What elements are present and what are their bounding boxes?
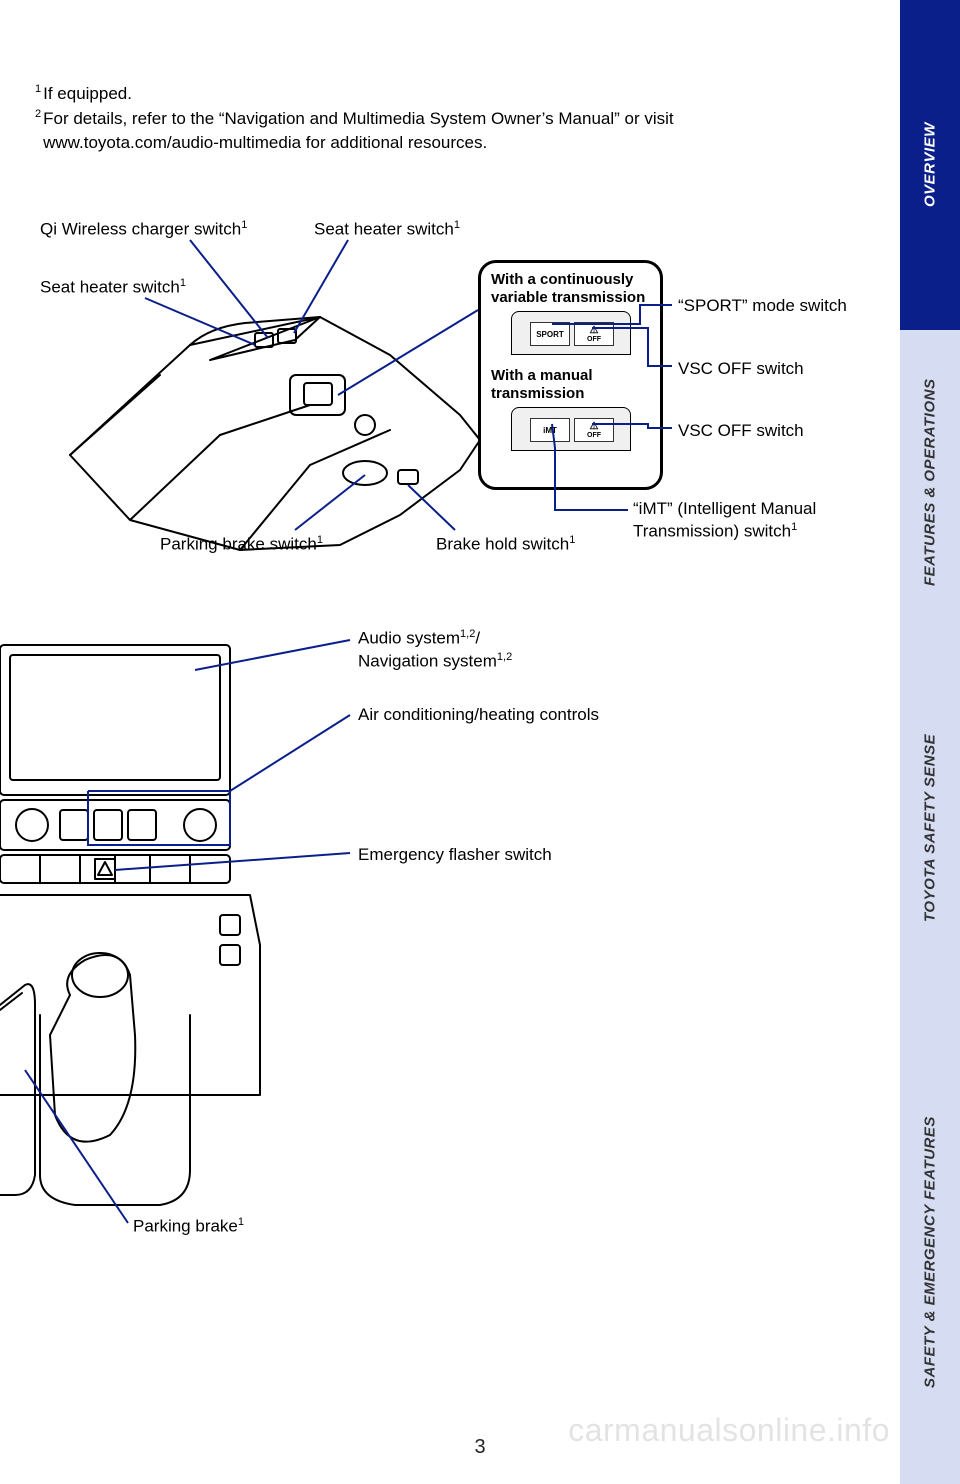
label-seat-left: Seat heater switch1 (40, 276, 186, 299)
footnote-2: 2 For details, refer to the “Navigation … (35, 107, 815, 156)
tab-overview: OVERVIEW (900, 0, 960, 330)
tab-safety: SAFETY & EMERGENCY FEATURES (900, 1020, 960, 1484)
label-qi: Qi Wireless charger switch1 (40, 218, 247, 241)
label-ac: Air conditioning/heating controls (358, 704, 599, 726)
footnote-2-sup: 2 (35, 107, 41, 156)
label-brake-hold: Brake hold switch1 (436, 533, 575, 556)
side-tabs: OVERVIEW FEATURES & OPERATIONS TOYOTA SA… (900, 0, 960, 1484)
tab-features: FEATURES & OPERATIONS (900, 330, 960, 635)
diagram-lower: Audio system1,2/ Navigation system1,2 Ai… (0, 615, 900, 1335)
footnote-2-text: For details, refer to the “Navigation an… (43, 107, 815, 156)
label-imt: “iMT” (Intelligent Manual Transmission) … (633, 498, 843, 543)
label-audio: Audio system1,2/ Navigation system1,2 (358, 627, 512, 673)
footnotes: 1 If equipped. 2 For details, refer to t… (35, 82, 815, 156)
label-parking-switch: Parking brake switch1 (160, 533, 323, 556)
diagram-upper: With a continuously variable transmissio… (0, 200, 900, 600)
page-number: 3 (474, 1436, 485, 1459)
label-parking-brake: Parking brake1 (133, 1215, 244, 1238)
footnote-1: 1 If equipped. (35, 82, 815, 107)
label-vsc1: VSC OFF switch (678, 358, 804, 380)
footnote-1-sup: 1 (35, 82, 41, 107)
footnote-1-text: If equipped. (43, 82, 132, 107)
tab-tss: TOYOTA SAFETY SENSE (900, 635, 960, 1020)
label-flasher: Emergency flasher switch (358, 844, 552, 866)
label-seat-top: Seat heater switch1 (314, 218, 460, 241)
label-vsc2: VSC OFF switch (678, 420, 804, 442)
label-sport: “SPORT” mode switch (678, 295, 858, 317)
watermark: carmanualsonline.info (568, 1412, 890, 1449)
